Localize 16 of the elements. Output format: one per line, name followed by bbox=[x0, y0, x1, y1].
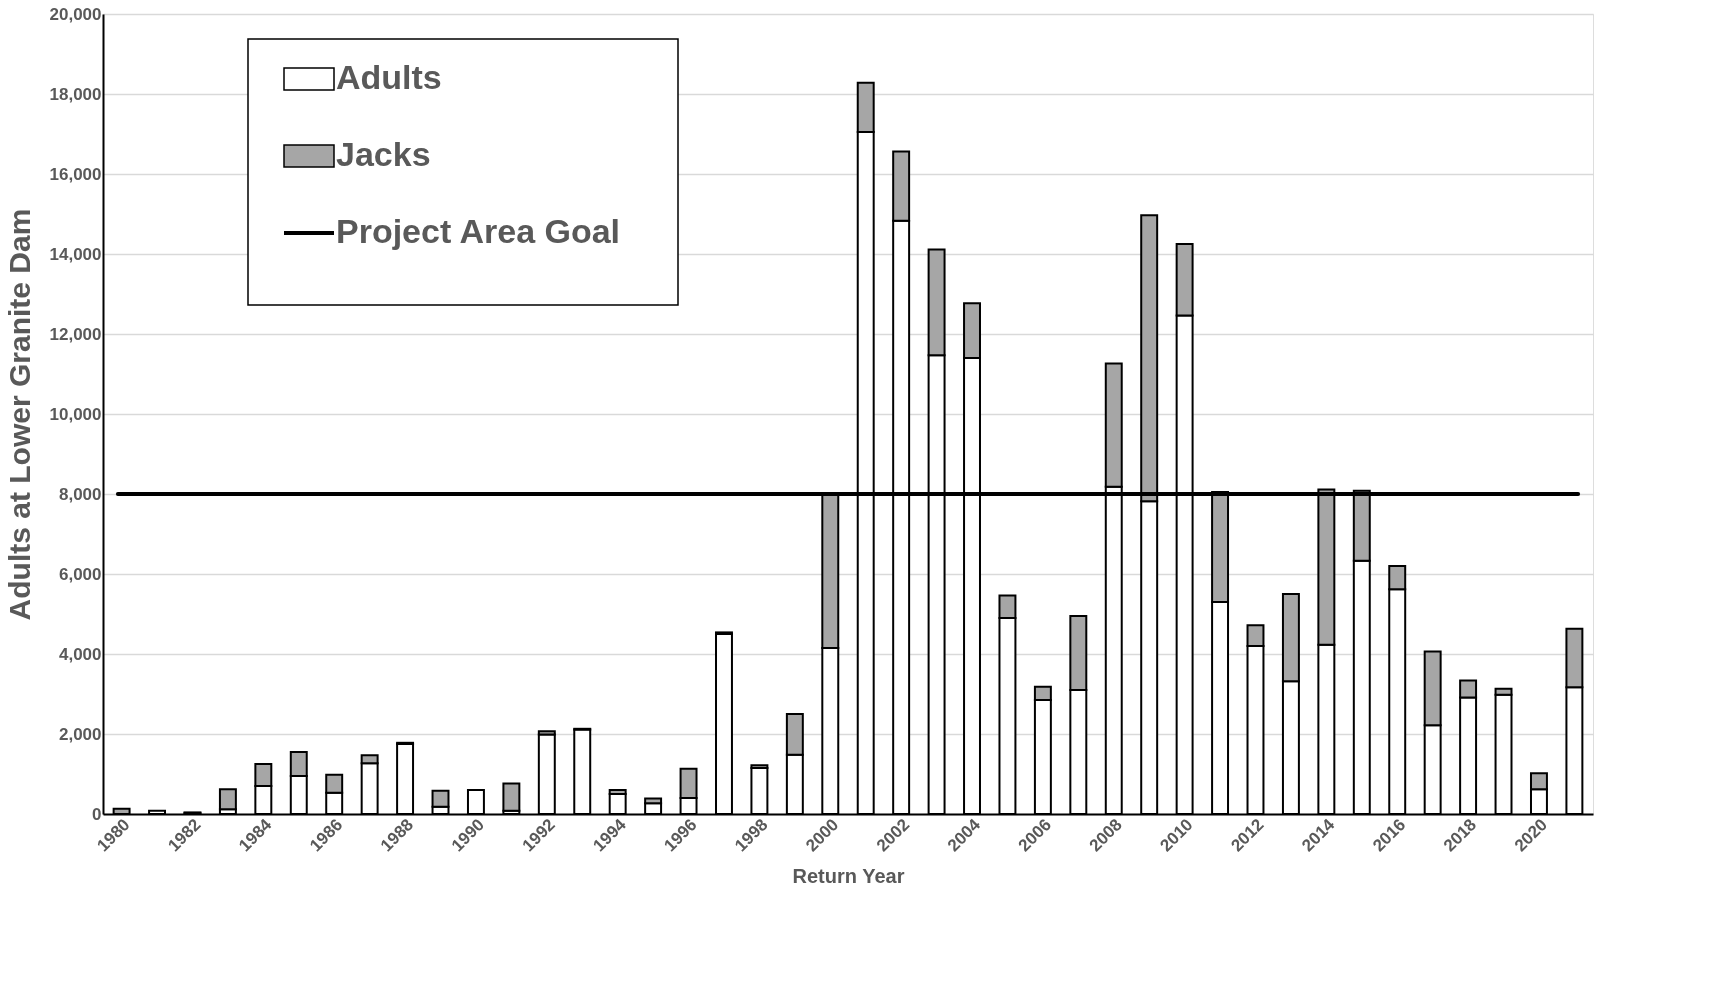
y-tick-label: 4,000 bbox=[58, 644, 102, 664]
y-tick-label: 12,000 bbox=[49, 324, 102, 344]
y-tick-label: 14,000 bbox=[49, 244, 102, 264]
y-tick-label: 18,000 bbox=[49, 84, 102, 104]
y-tick-label: 10,000 bbox=[49, 404, 102, 424]
x-axis-title: Return Year bbox=[792, 864, 905, 887]
y-tick-label: 0 bbox=[92, 804, 102, 824]
y-tick-label: 20,000 bbox=[49, 4, 102, 24]
legend-label: Jacks bbox=[336, 135, 431, 173]
y-tick-label: 8,000 bbox=[58, 484, 102, 504]
y-axis-title: Adults at Lower Granite Dam bbox=[2, 208, 36, 621]
y-tick-label: 2,000 bbox=[58, 724, 102, 744]
legend-label: Project Area Goal bbox=[336, 212, 621, 250]
legend-label: Adults bbox=[336, 58, 442, 96]
y-tick-label: 6,000 bbox=[58, 564, 102, 584]
y-tick-label: 16,000 bbox=[49, 164, 102, 184]
